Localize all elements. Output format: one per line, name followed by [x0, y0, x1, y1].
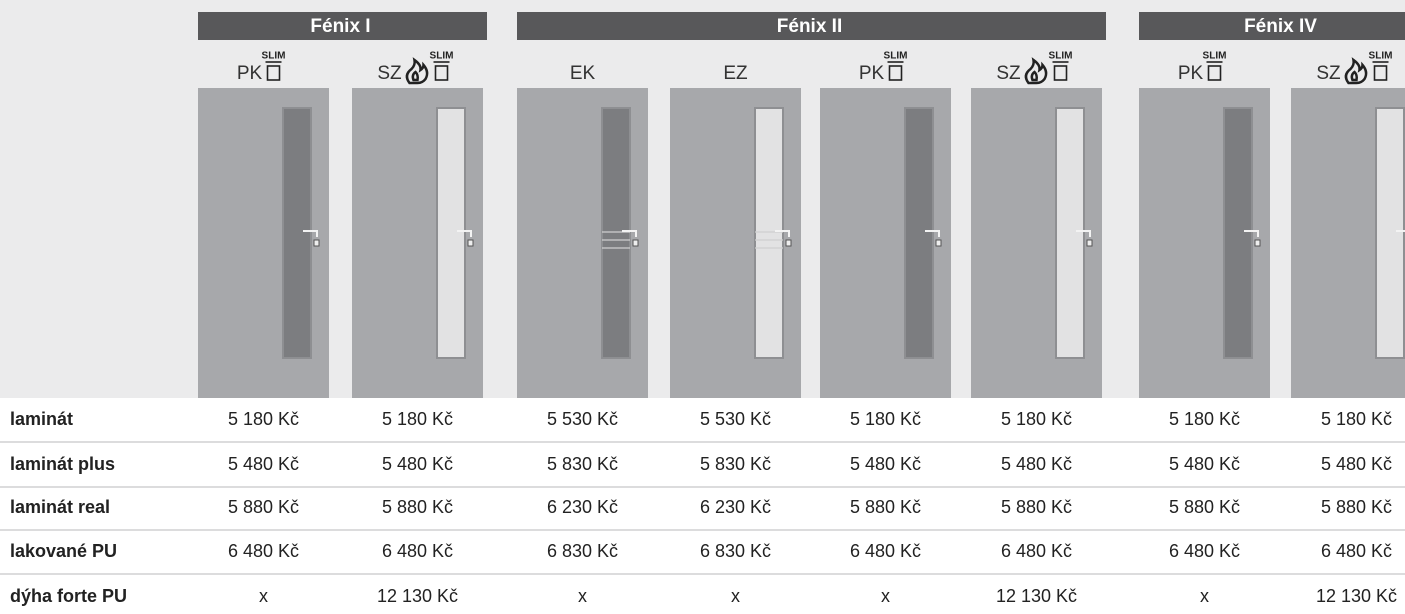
row-label: laminát real: [10, 497, 110, 517]
price-cell: 5 480 Kč: [382, 454, 453, 474]
column-label: EK: [570, 63, 596, 84]
door-glass: [1375, 107, 1405, 359]
group-header: [517, 12, 1106, 40]
door-lock: [467, 239, 474, 247]
price-cell: 5 530 Kč: [547, 409, 618, 429]
column-label: SZ: [1316, 63, 1341, 84]
door-handle: [622, 230, 637, 237]
door-glass: [1055, 107, 1085, 359]
slim-icon: [1207, 65, 1222, 81]
price-cell: 5 830 Kč: [700, 454, 771, 474]
price-cell: 6 230 Kč: [547, 497, 618, 517]
slim-icon: [1373, 65, 1388, 81]
price-cell: 5 180 Kč: [228, 409, 299, 429]
slim-icon: [434, 65, 449, 81]
group-header: [198, 12, 487, 40]
price-cell: x: [259, 586, 268, 606]
price-cell: 6 480 Kč: [850, 541, 921, 561]
door-handle: [1396, 230, 1405, 232]
group-title: Fénix IV: [1244, 16, 1317, 37]
price-cell: 6 480 Kč: [1321, 541, 1392, 561]
door-lock: [1086, 239, 1093, 247]
price-cell: 5 880 Kč: [1001, 497, 1072, 517]
door-lock: [313, 239, 320, 247]
price-cell: 5 180 Kč: [850, 409, 921, 429]
price-cell: 5 180 Kč: [1321, 409, 1392, 429]
price-cell: 6 480 Kč: [1001, 541, 1072, 561]
door-lock: [1254, 239, 1261, 247]
price-cell: x: [1200, 586, 1209, 606]
row-label: laminát plus: [10, 454, 115, 474]
price-cell: 5 180 Kč: [382, 409, 453, 429]
price-cell: 5 480 Kč: [228, 454, 299, 474]
price-cell: 5 880 Kč: [382, 497, 453, 517]
price-cell: 5 880 Kč: [228, 497, 299, 517]
fire-icon: [1024, 57, 1048, 85]
door-glass: [754, 107, 784, 359]
door-glass: [904, 107, 934, 359]
slim-badge: SLIM: [430, 51, 454, 62]
price-cell: 5 480 Kč: [1321, 454, 1392, 474]
price-cell: x: [881, 586, 890, 606]
column-label: SZ: [996, 63, 1021, 84]
slim-icon: [1053, 65, 1068, 81]
price-cell: 6 230 Kč: [700, 497, 771, 517]
group-header: [1139, 12, 1405, 40]
door-handle: [1244, 230, 1259, 237]
price-cell: 5 180 Kč: [1001, 409, 1072, 429]
door-lock: [785, 239, 792, 247]
price-cell: 5 880 Kč: [850, 497, 921, 517]
slim-icon: [266, 65, 281, 81]
group-title: Fénix I: [310, 16, 370, 37]
price-cell: 5 830 Kč: [547, 454, 618, 474]
door-handle: [457, 230, 472, 237]
slim-icon: [888, 65, 903, 81]
door-lock: [632, 239, 639, 247]
column-label: PK: [859, 63, 885, 84]
price-cell: 5 480 Kč: [1001, 454, 1072, 474]
price-cell: 5 880 Kč: [1169, 497, 1240, 517]
column-label: SZ: [377, 63, 402, 84]
row-label: dýha forte PU: [10, 586, 127, 606]
price-cell: 5 880 Kč: [1321, 497, 1392, 517]
door-glass: [282, 107, 312, 359]
price-cell: 6 830 Kč: [547, 541, 618, 561]
row-label: lakované PU: [10, 541, 117, 561]
column-label: PK: [237, 63, 263, 84]
price-cell: 12 130 Kč: [996, 586, 1077, 606]
slim-badge: SLIM: [884, 51, 908, 62]
door-glass: [436, 107, 466, 359]
price-cell: 6 480 Kč: [228, 541, 299, 561]
price-cell: x: [731, 586, 740, 606]
group-title: Fénix II: [777, 16, 842, 37]
door-handle: [1076, 230, 1091, 237]
price-cell: 5 530 Kč: [700, 409, 771, 429]
column-label: PK: [1178, 63, 1204, 84]
price-cell: 12 130 Kč: [1316, 586, 1397, 606]
slim-badge: SLIM: [1369, 51, 1393, 62]
row-label: laminát: [10, 409, 73, 429]
slim-badge: SLIM: [1203, 51, 1227, 62]
price-cell: 5 480 Kč: [1169, 454, 1240, 474]
door-glass: [1223, 107, 1253, 359]
door-handle: [925, 230, 940, 237]
door-handle: [775, 230, 790, 237]
door-handle: [303, 230, 318, 237]
door-glass: [601, 107, 631, 359]
door-lock: [935, 239, 942, 247]
column-label: EZ: [723, 63, 748, 84]
price-cell: 6 830 Kč: [700, 541, 771, 561]
fire-icon: [405, 57, 429, 85]
price-cell: 5 180 Kč: [1169, 409, 1240, 429]
price-cell: 5 480 Kč: [850, 454, 921, 474]
fire-icon: [1344, 57, 1368, 85]
price-cell: 6 480 Kč: [382, 541, 453, 561]
price-cell: x: [578, 586, 587, 606]
price-cell: 6 480 Kč: [1169, 541, 1240, 561]
slim-badge: SLIM: [262, 51, 286, 62]
slim-badge: SLIM: [1049, 51, 1073, 62]
price-cell: 12 130 Kč: [377, 586, 458, 606]
